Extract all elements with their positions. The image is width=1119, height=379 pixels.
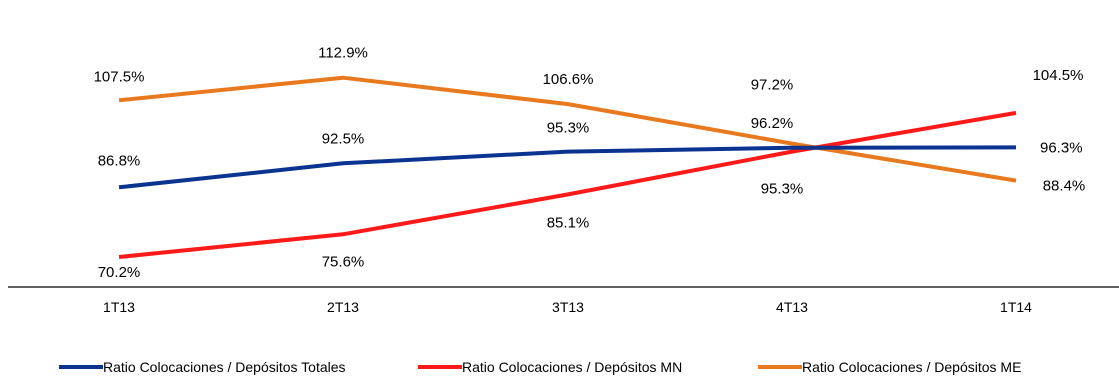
data-label: 112.9% <box>318 45 368 62</box>
series-lines <box>118 75 1017 259</box>
data-label: 107.5% <box>94 68 145 85</box>
x-tick-label: 2T13 <box>327 299 359 315</box>
data-label: 104.5% <box>1033 67 1084 84</box>
data-label: 97.2% <box>751 77 794 94</box>
x-tick-label: 4T13 <box>776 299 808 315</box>
data-label: 75.6% <box>322 253 365 270</box>
legend-label: Ratio Colocaciones / Depósitos Totales <box>103 359 346 375</box>
data-label: 96.3% <box>1040 139 1083 156</box>
data-label: 96.2% <box>751 115 794 132</box>
x-tick-label: 3T13 <box>552 299 584 315</box>
data-labels: 86.8% 92.5% 95.3% 96.2% 96.3% 70.2% 75.6% 85.1%… <box>94 45 1086 281</box>
data-label: 70.2% <box>98 264 141 281</box>
legend-label: Ratio Colocaciones / Depósitos ME <box>802 359 1021 375</box>
data-label: 92.5% <box>322 130 365 147</box>
x-tick-label: 1T14 <box>1000 299 1032 315</box>
data-label: 85.1% <box>547 214 590 231</box>
data-label: 95.3% <box>547 120 590 137</box>
legend: Ratio Colocaciones / Depósitos Totales Ra… <box>59 359 1021 375</box>
data-label: 106.6% <box>543 71 594 88</box>
data-label: 88.4% <box>1043 178 1086 195</box>
data-label: 95.3% <box>761 181 804 198</box>
x-axis-ticks: 1T13 2T13 3T13 4T13 1T14 <box>103 299 1032 315</box>
series-line-2 <box>118 75 1017 183</box>
data-label: 86.8% <box>98 152 141 169</box>
x-tick-label: 1T13 <box>103 299 135 315</box>
legend-label: Ratio Colocaciones / Depósitos MN <box>462 359 682 375</box>
series-line-0 <box>118 145 1017 190</box>
series-line-1 <box>118 110 1017 259</box>
